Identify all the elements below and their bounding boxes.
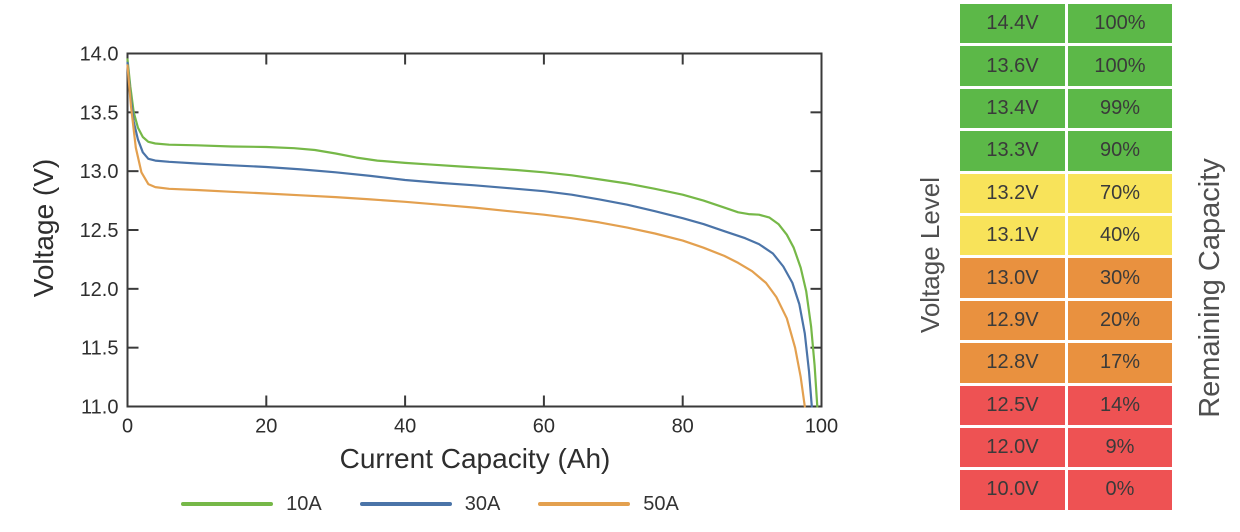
table-cell-voltage: 13.2V	[960, 173, 1065, 213]
x-tick-label: 20	[255, 416, 277, 438]
legend-line-swatch	[359, 502, 452, 506]
table-cell-capacity: 99%	[1068, 88, 1172, 129]
legend-label: 50A	[643, 492, 679, 515]
legend-line-swatch	[181, 502, 274, 506]
legend-item-30A: 30A	[359, 492, 501, 516]
x-axis-label: Current Capacity (Ah)	[339, 443, 611, 474]
table-cell-voltage: 13.1V	[960, 215, 1065, 256]
table-cell-capacity: 70%	[1068, 173, 1172, 213]
table-cell-capacity: 30%	[1068, 258, 1172, 298]
table-cell-voltage: 13.4V	[960, 88, 1065, 129]
table-cell-voltage: 13.3V	[960, 131, 1065, 171]
table-cell-capacity: 14%	[1068, 385, 1172, 425]
table-cell-capacity: 100%	[1068, 4, 1172, 44]
table-cell-voltage: 14.4V	[960, 4, 1065, 44]
table-cell-voltage: 12.5V	[960, 385, 1065, 425]
series-line-10A	[126, 58, 819, 408]
table-cell-capacity: 17%	[1068, 343, 1172, 383]
table-cell-capacity: 90%	[1068, 131, 1172, 171]
legend-item-50A: 50A	[538, 493, 679, 516]
table-cell-voltage: 13.6V	[960, 46, 1065, 86]
x-tick-label: 100	[805, 416, 838, 438]
x-tick-label: 0	[122, 416, 133, 438]
table-cell-capacity: 9%	[1068, 427, 1172, 468]
y-axis-label: Voltage (V)	[28, 158, 59, 298]
legend-label: 30A	[464, 492, 501, 515]
legend-label: 10A	[286, 492, 322, 515]
table-cell-voltage: 10.0V	[960, 470, 1065, 510]
y-tick-label: 12.0	[80, 279, 119, 301]
y-tick-label: 12.5	[80, 220, 119, 242]
series-line-50A	[126, 64, 806, 408]
remaining-capacity-label: Remaining Capacity	[1194, 158, 1226, 418]
x-tick-label: 60	[533, 416, 555, 438]
x-tick-label: 40	[394, 416, 416, 438]
chart-legend: 10A 30A 50A	[0, 490, 860, 518]
table-cell-capacity: 40%	[1068, 215, 1172, 256]
y-tick-label: 13.5	[80, 102, 119, 124]
table-cell-capacity: 100%	[1068, 46, 1172, 86]
legend-item-10A: 10A	[181, 493, 322, 516]
table-cell-capacity: 20%	[1068, 300, 1172, 341]
table-cell-voltage: 12.0V	[960, 427, 1065, 468]
voltage-level-label: Voltage Level	[915, 176, 945, 334]
y-tick-label: 13.0	[80, 161, 119, 183]
x-tick-label: 80	[672, 416, 694, 438]
y-tick-label: 11.0	[81, 397, 118, 419]
discharge-chart: 14.0 13.5 13.0 12.5 12.0 11.5 11.0 0 20 40 60 80 100…	[0, 44, 860, 518]
chart-plot-svg: 14.0 13.5 13.0 12.5 12.0 11.5 11.00 20 40 60 80 100	[80, 44, 839, 438]
series-line-30A	[126, 61, 813, 408]
table-cell-voltage: 13.0V	[960, 258, 1065, 298]
legend-line-swatch	[538, 502, 631, 506]
table-cell-capacity: 0%	[1068, 470, 1172, 510]
capacity-table: 14.4V 100% 13.6V 100% 13.4V 99% 13.3V 90% 13.2V 7…	[960, 4, 1172, 510]
table-cell-voltage: 12.8V	[960, 343, 1065, 383]
y-tick-label: 11.5	[81, 338, 118, 360]
table-cell-voltage: 12.9V	[960, 300, 1065, 341]
y-tick-label: 14.0	[80, 44, 119, 66]
